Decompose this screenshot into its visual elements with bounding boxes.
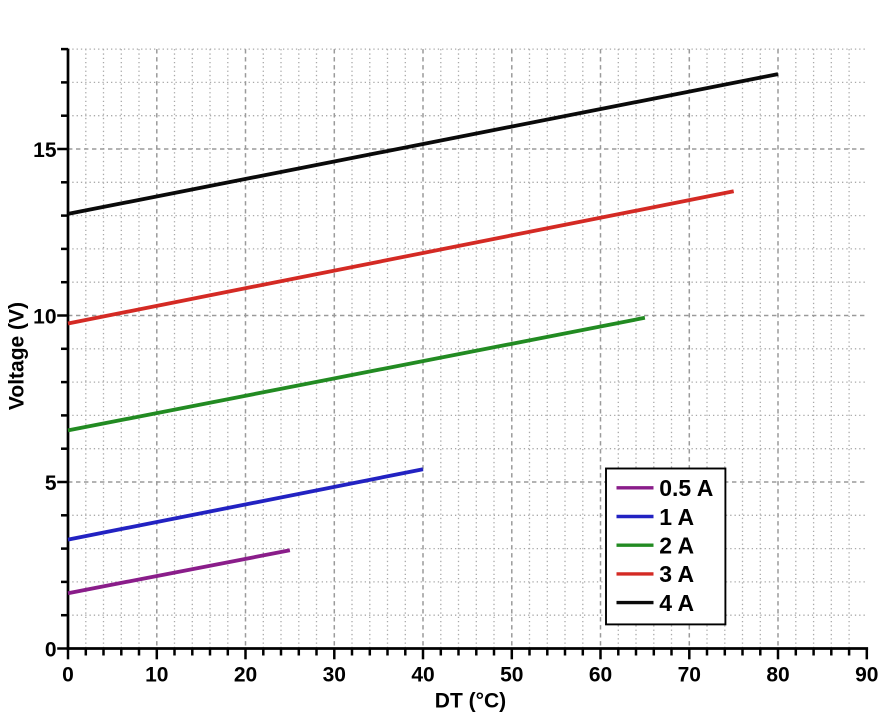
svg-text:90: 90: [855, 664, 878, 687]
svg-text:20: 20: [234, 664, 257, 687]
svg-text:0.5 A: 0.5 A: [659, 475, 713, 501]
svg-text:2 A: 2 A: [659, 533, 694, 559]
svg-text:3 A: 3 A: [659, 561, 694, 587]
svg-text:4 A: 4 A: [659, 590, 694, 616]
svg-text:50: 50: [500, 664, 523, 687]
svg-text:10: 10: [33, 306, 56, 329]
svg-text:80: 80: [766, 664, 789, 687]
svg-text:1 A: 1 A: [659, 504, 694, 530]
svg-text:DT (°C): DT (°C): [435, 689, 506, 712]
svg-text:70: 70: [678, 664, 701, 687]
svg-text:40: 40: [411, 664, 434, 687]
svg-text:10: 10: [145, 664, 168, 687]
svg-text:Voltage (V): Voltage (V): [5, 302, 28, 410]
svg-text:60: 60: [589, 664, 612, 687]
svg-text:15: 15: [33, 139, 57, 162]
svg-text:30: 30: [323, 664, 346, 687]
svg-text:0: 0: [62, 664, 74, 687]
svg-text:5: 5: [45, 472, 57, 495]
svg-text:0: 0: [45, 639, 57, 662]
